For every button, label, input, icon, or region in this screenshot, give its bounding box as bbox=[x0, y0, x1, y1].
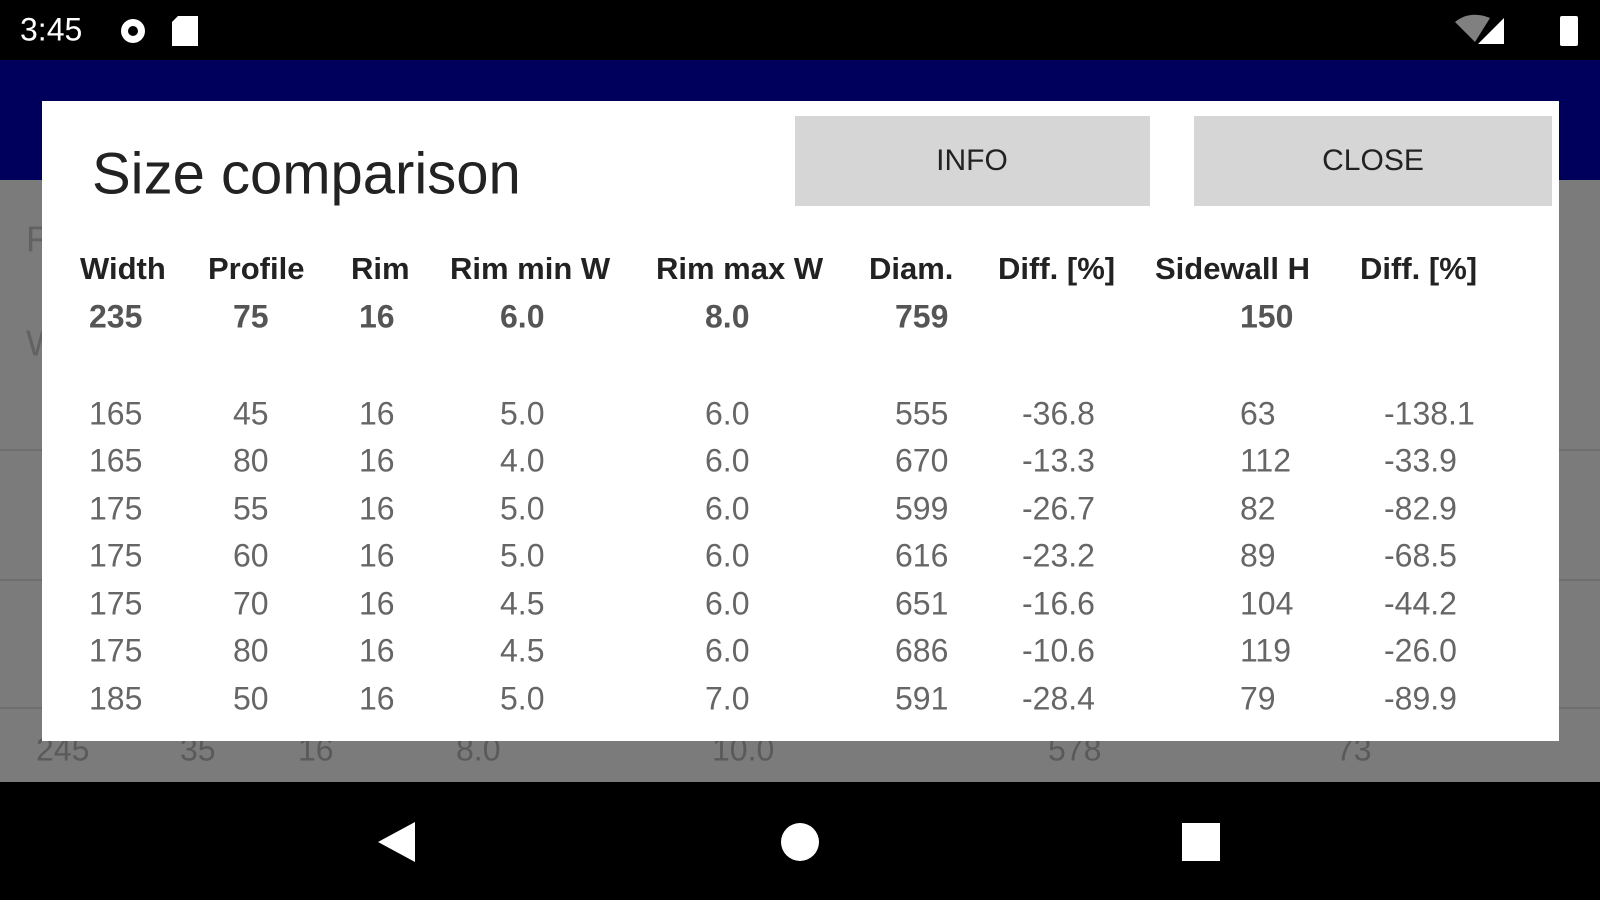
table-cell: 5.0 bbox=[500, 395, 544, 431]
table-cell: -44.2 bbox=[1384, 585, 1457, 621]
table-cell: 16 bbox=[359, 632, 395, 668]
button-label: CLOSE bbox=[1322, 144, 1424, 177]
back-button[interactable] bbox=[378, 822, 415, 862]
table-cell: 80 bbox=[233, 632, 269, 668]
table-cell: 175 bbox=[89, 490, 142, 526]
close-button[interactable] bbox=[1194, 116, 1552, 206]
table-cell: 591 bbox=[895, 680, 948, 716]
table-cell: -82.9 bbox=[1384, 490, 1457, 526]
table-cell: 5.0 bbox=[500, 680, 544, 716]
table-cell: 79 bbox=[1240, 680, 1276, 716]
table-cell: 112 bbox=[1240, 442, 1291, 478]
reference-cell: 150 bbox=[1240, 298, 1293, 334]
button-label: INFO bbox=[936, 144, 1008, 177]
table-cell: 651 bbox=[895, 585, 948, 621]
reference-cell: 16 bbox=[359, 298, 395, 334]
table-cell: 119 bbox=[1240, 632, 1291, 668]
table-cell: 63 bbox=[1240, 395, 1276, 431]
column-header: Diff. [%] bbox=[1360, 251, 1477, 286]
info-button[interactable] bbox=[795, 116, 1150, 206]
table-cell: -26.0 bbox=[1384, 632, 1457, 668]
status-bar bbox=[0, 0, 1600, 60]
table-cell: 175 bbox=[89, 585, 142, 621]
table-cell: 4.0 bbox=[500, 442, 544, 478]
status-time: 3:45 bbox=[20, 11, 82, 47]
table-cell: 55 bbox=[233, 490, 269, 526]
table-cell: -13.3 bbox=[1022, 442, 1095, 478]
column-header: Profile bbox=[208, 251, 304, 286]
table: Width Profile Rim Rim min W Rim max W Diam. Di… bbox=[80, 251, 1477, 716]
table-cell: 165 bbox=[89, 395, 142, 431]
table-cell: 45 bbox=[233, 395, 269, 431]
reference-cell: 75 bbox=[233, 298, 269, 334]
table-cell: 555 bbox=[895, 395, 948, 431]
column-header: Rim min W bbox=[450, 251, 611, 286]
column-header: Diam. bbox=[869, 251, 953, 286]
table-cell: -23.2 bbox=[1022, 537, 1095, 573]
table-cell: 6.0 bbox=[705, 490, 749, 526]
table-cell: 6.0 bbox=[705, 585, 749, 621]
table-cell: 686 bbox=[895, 632, 948, 668]
table-cell: 5.0 bbox=[500, 490, 544, 526]
table-cell: 175 bbox=[89, 537, 142, 573]
dialog-title: Size comparison bbox=[92, 141, 521, 206]
table-cell: -89.9 bbox=[1384, 680, 1457, 716]
table-cell: 6.0 bbox=[705, 395, 749, 431]
table-cell: -33.9 bbox=[1384, 442, 1457, 478]
table-cell: 60 bbox=[233, 537, 269, 573]
column-header: Width bbox=[80, 251, 166, 286]
table-cell: -26.7 bbox=[1022, 490, 1095, 526]
table-cell: -138.1 bbox=[1384, 395, 1475, 431]
table-cell: 89 bbox=[1240, 537, 1276, 573]
table-cell: 670 bbox=[895, 442, 948, 478]
column-header: Sidewall H bbox=[1155, 251, 1310, 286]
table-cell: 70 bbox=[233, 585, 269, 621]
dialog bbox=[42, 101, 1559, 741]
table-cell: 16 bbox=[359, 395, 395, 431]
table-cell: 175 bbox=[89, 632, 142, 668]
home-button[interactable] bbox=[781, 823, 819, 861]
table-cell: -68.5 bbox=[1384, 537, 1457, 573]
table-cell: 50 bbox=[233, 680, 269, 716]
table-cell: 6.0 bbox=[705, 442, 749, 478]
table-cell: -28.4 bbox=[1022, 680, 1095, 716]
table-cell: 104 bbox=[1240, 585, 1293, 621]
table-cell: 185 bbox=[89, 680, 142, 716]
column-header: Rim bbox=[351, 251, 410, 286]
column-header: Rim max W bbox=[656, 251, 824, 286]
reference-cell: 759 bbox=[895, 298, 948, 334]
table-cell: -10.6 bbox=[1022, 632, 1095, 668]
table-cell: 7.0 bbox=[705, 680, 749, 716]
table-cell: 16 bbox=[359, 585, 395, 621]
table-cell: 4.5 bbox=[500, 585, 544, 621]
table-cell: 4.5 bbox=[500, 632, 544, 668]
table-cell: 599 bbox=[895, 490, 948, 526]
table-cell: 16 bbox=[359, 537, 395, 573]
column-header: Diff. [%] bbox=[998, 251, 1115, 286]
status-icons bbox=[121, 14, 1578, 46]
table-cell: 16 bbox=[359, 442, 395, 478]
table-cell: 6.0 bbox=[705, 537, 749, 573]
table-cell: -36.8 bbox=[1022, 395, 1095, 431]
reference-cell: 8.0 bbox=[705, 298, 749, 334]
recents-button[interactable] bbox=[1182, 823, 1220, 861]
table-cell: -16.6 bbox=[1022, 585, 1095, 621]
table-cell: 16 bbox=[359, 680, 395, 716]
reference-cell: 235 bbox=[89, 298, 142, 334]
table-cell: 16 bbox=[359, 490, 395, 526]
reference-cell: 6.0 bbox=[500, 298, 544, 334]
table-cell: 82 bbox=[1240, 490, 1276, 526]
table-cell: 6.0 bbox=[705, 632, 749, 668]
table-cell: 616 bbox=[895, 537, 948, 573]
table-cell: 165 bbox=[89, 442, 142, 478]
table-cell: 80 bbox=[233, 442, 269, 478]
table-cell: 5.0 bbox=[500, 537, 544, 573]
